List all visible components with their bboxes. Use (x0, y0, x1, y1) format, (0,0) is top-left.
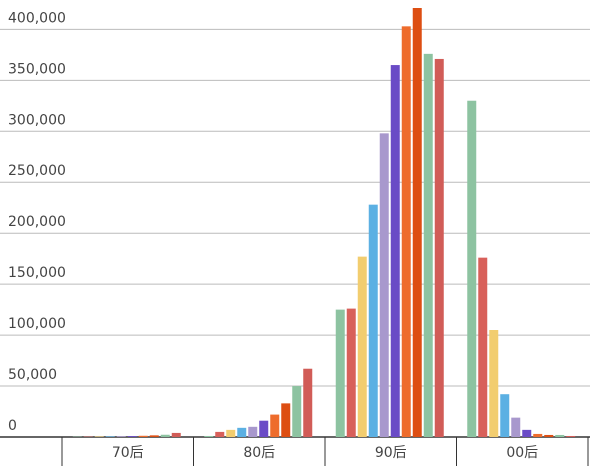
bar (127, 436, 137, 437)
bar (489, 330, 499, 437)
bar (248, 426, 258, 437)
bar (303, 368, 313, 437)
bar (138, 435, 148, 437)
bar (401, 26, 411, 438)
bar (259, 420, 269, 437)
bar (215, 431, 225, 437)
bar (566, 435, 576, 437)
bar (544, 434, 554, 437)
y-tick-label: 150,000 (8, 265, 66, 281)
bar (226, 429, 236, 437)
bar (292, 386, 302, 437)
bar (357, 256, 367, 437)
x-tick-label: 70后 (112, 445, 144, 461)
y-tick-label: 400,000 (8, 10, 66, 26)
bar (105, 436, 115, 437)
bar (434, 58, 444, 437)
y-tick-label: 350,000 (8, 61, 66, 77)
bar (423, 53, 433, 438)
bar (390, 65, 400, 437)
y-tick-label: 200,000 (8, 214, 66, 230)
y-tick-label: 0 (8, 418, 17, 434)
bar (237, 427, 247, 437)
bar (204, 435, 214, 437)
bar (478, 257, 488, 437)
x-tick-label: 80后 (243, 445, 275, 461)
bar (270, 414, 280, 437)
x-tick-label: 90后 (375, 445, 407, 461)
bar (116, 436, 126, 437)
bar (379, 133, 389, 438)
y-tick-label: 250,000 (8, 163, 66, 179)
bar (335, 309, 345, 437)
bar (511, 417, 521, 437)
y-tick-label: 50,000 (8, 367, 57, 383)
x-tick-label: 00后 (506, 445, 538, 461)
bar (368, 204, 378, 437)
bar (522, 429, 532, 437)
bar (467, 100, 477, 437)
bar (94, 436, 104, 437)
bar (346, 308, 356, 437)
bar (500, 394, 510, 437)
y-tick-label: 300,000 (8, 112, 66, 128)
bar (281, 403, 291, 437)
bar (171, 432, 181, 437)
bar (149, 435, 159, 437)
y-tick-label: 100,000 (8, 316, 66, 332)
bar (160, 434, 170, 437)
bar (412, 8, 422, 437)
bar (555, 434, 565, 437)
bar (533, 433, 543, 437)
